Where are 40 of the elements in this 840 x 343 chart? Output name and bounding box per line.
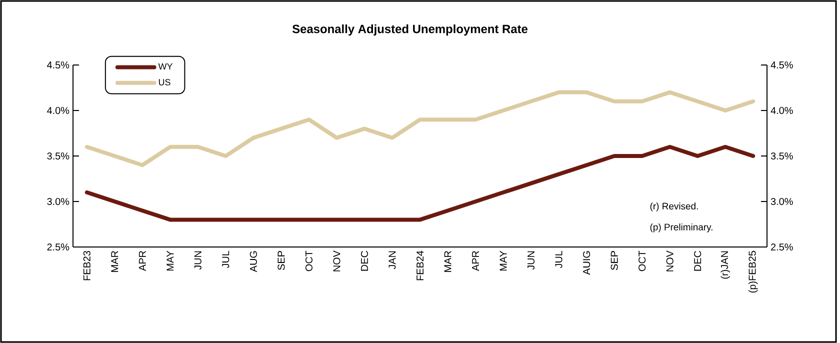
x-tick-label: JAN xyxy=(388,251,396,270)
x-tick-label: JUN xyxy=(528,251,535,270)
x-tick-label: JUL xyxy=(555,250,562,268)
x-tick-label: APR xyxy=(472,250,479,271)
x-tick-label: SEP xyxy=(278,251,285,270)
x-tick-label: OCT xyxy=(305,250,312,272)
legend-label: WY xyxy=(158,63,173,70)
x-tick-label: OCT xyxy=(638,250,646,272)
y-tick-label: 4.5% xyxy=(770,61,793,68)
y2-tick-label: 3.0% xyxy=(47,198,70,206)
y2-tick-label: 3.5% xyxy=(47,152,70,160)
legend-label: US xyxy=(158,79,170,86)
x-tick-label: AUIG xyxy=(583,251,590,275)
x-tick-label: SEP xyxy=(610,251,618,270)
x-tick-label: MAY xyxy=(166,250,174,271)
x-tick-label: DEC xyxy=(694,250,702,271)
y-tick-label: 2.5% xyxy=(771,243,793,251)
x-tick-label: JUL xyxy=(222,250,230,268)
x-tick-label: AUG xyxy=(250,251,257,272)
y2-tick-label: 4.5% xyxy=(47,61,70,68)
x-tick-label: MAY xyxy=(500,250,507,271)
annotation: (p) Preliminary. xyxy=(650,223,712,232)
x-tick-label: (r)JAN xyxy=(720,251,730,279)
x-tick-label: DEC xyxy=(360,250,368,271)
y2-tick-label: 2.5% xyxy=(47,243,70,251)
x-tick-label: FEB23 xyxy=(83,250,90,280)
x-tick-label: NOV xyxy=(666,250,674,272)
chart-title: Seasonally Adjusted Unemployment Rate xyxy=(292,24,528,36)
y-tick-label: 3.5% xyxy=(770,152,793,160)
annotation: (r) Revised. xyxy=(650,202,698,212)
y2-tick-label: 4.0% xyxy=(47,106,70,114)
x-tick-label: APR xyxy=(138,250,146,271)
x-tick-label: JUN xyxy=(194,251,202,270)
x-tick-label: MAR xyxy=(444,250,452,272)
y-tick-label: 4.0% xyxy=(770,106,793,114)
x-tick-label: (p)FEB25 xyxy=(748,250,758,293)
x-tick-label: FEB24 xyxy=(416,250,424,280)
x-tick-label: NOV xyxy=(333,250,340,272)
x-tick-label: MAR xyxy=(111,250,118,272)
y-tick-label: 3.0% xyxy=(770,198,793,206)
